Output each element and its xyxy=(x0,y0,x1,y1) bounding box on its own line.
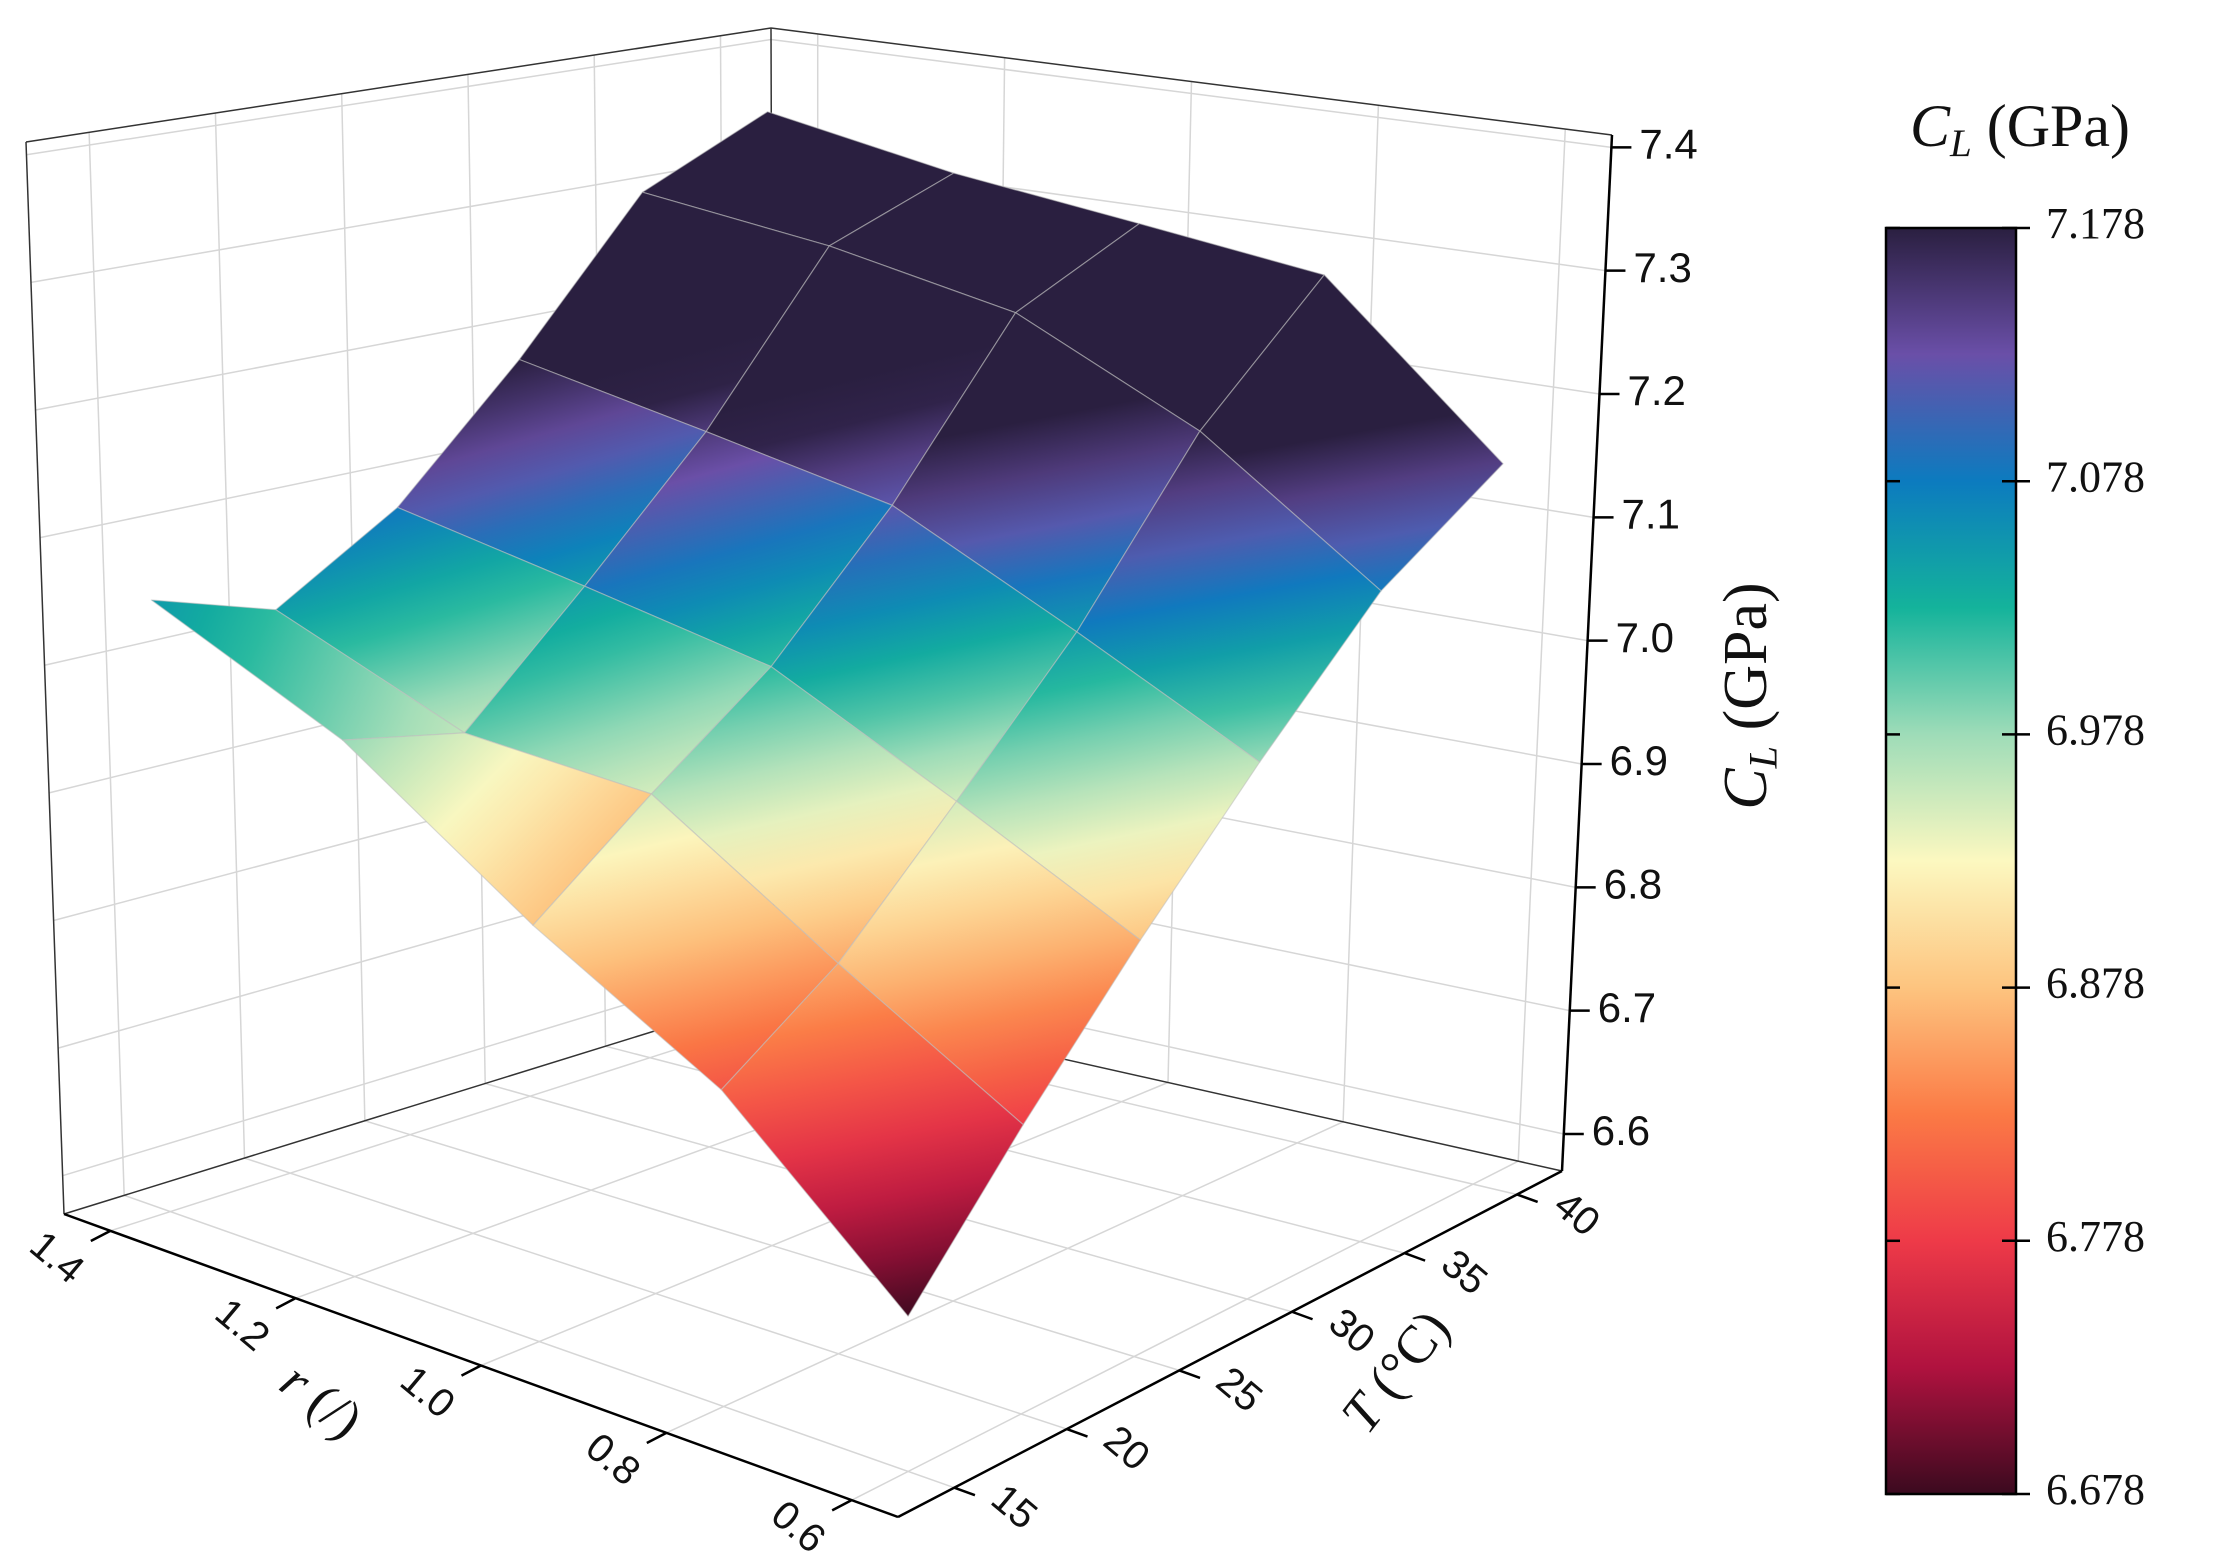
y-tick xyxy=(1404,1251,1426,1262)
x-tick-label: 1.4 xyxy=(21,1223,92,1292)
box-edge xyxy=(25,27,772,143)
colorbar-tick-label: 6.878 xyxy=(2046,959,2145,1008)
z-tick-label: 6.8 xyxy=(1604,860,1662,907)
z-tick-label: 6.9 xyxy=(1610,737,1668,784)
colorbar-tick-label: 7.178 xyxy=(2046,199,2145,248)
title-subscript: L xyxy=(1949,122,1972,165)
box-edge xyxy=(1560,134,1614,1172)
x-tick xyxy=(831,1499,853,1512)
y-tick xyxy=(1066,1427,1088,1438)
x-tick xyxy=(646,1431,667,1445)
grid-line xyxy=(480,1081,1169,1367)
grid-line xyxy=(88,132,125,1196)
x-tick-label: 0.6 xyxy=(763,1492,834,1558)
z-tick-label: 7.0 xyxy=(1616,614,1674,661)
y-tick xyxy=(1178,1369,1201,1380)
box-edge xyxy=(897,1169,1563,1519)
surface-cell xyxy=(720,962,1024,1317)
x-tick xyxy=(460,1364,482,1377)
y-tick-label: 35 xyxy=(1433,1241,1495,1303)
z-tick-label: 7.2 xyxy=(1628,367,1686,414)
z-tick-label: 7.4 xyxy=(1639,120,1697,167)
y-tick-label: 40 xyxy=(1546,1183,1608,1245)
title-symbol: C xyxy=(1712,768,1780,810)
z-axis-title: CL (GPa) xyxy=(1712,582,1786,809)
y-tick xyxy=(1516,1193,1539,1204)
grid-line xyxy=(851,1160,1519,1501)
z-tick-label: 7.1 xyxy=(1622,490,1680,537)
box-edge xyxy=(770,27,1613,136)
z-tick-label: 6.6 xyxy=(1592,1107,1650,1154)
colorbar-tick-label: 6.978 xyxy=(2046,705,2145,754)
x-tick-label: 1.2 xyxy=(207,1290,278,1359)
x-tick xyxy=(275,1297,297,1310)
title-unit: (GPa) xyxy=(1712,582,1780,746)
y-tick-label: 15 xyxy=(983,1476,1045,1538)
grid-line xyxy=(30,153,772,284)
colorbar-tick-label: 6.678 xyxy=(2046,1465,2145,1514)
y-tick xyxy=(1291,1310,1314,1321)
colorbar-tick-label: 6.778 xyxy=(2046,1212,2145,1261)
x-axis-title: r (/) xyxy=(269,1351,373,1451)
z-tick-label: 7.3 xyxy=(1633,244,1691,291)
colorbar-title: CL (GPa) xyxy=(1910,93,2130,165)
grid-line xyxy=(1517,129,1567,1162)
grid-line xyxy=(666,1121,1344,1434)
box-edge xyxy=(25,141,65,1215)
colorbar xyxy=(1884,226,2018,1496)
colorbar-tick-label: 7.078 xyxy=(2046,452,2145,501)
title-unit: (GPa) xyxy=(1972,93,2130,159)
x-tick-label: 0.8 xyxy=(577,1425,648,1494)
y-tick xyxy=(953,1486,976,1497)
x-tick xyxy=(90,1229,111,1243)
y-tick-label: 20 xyxy=(1095,1417,1157,1479)
title-symbol: C xyxy=(1910,93,1951,159)
y-tick-label: 25 xyxy=(1208,1359,1270,1421)
title-subscript: L xyxy=(1741,746,1786,769)
grid-line xyxy=(26,38,772,156)
z-tick-label: 6.7 xyxy=(1598,984,1656,1031)
x-tick-label: 1.0 xyxy=(392,1358,463,1427)
